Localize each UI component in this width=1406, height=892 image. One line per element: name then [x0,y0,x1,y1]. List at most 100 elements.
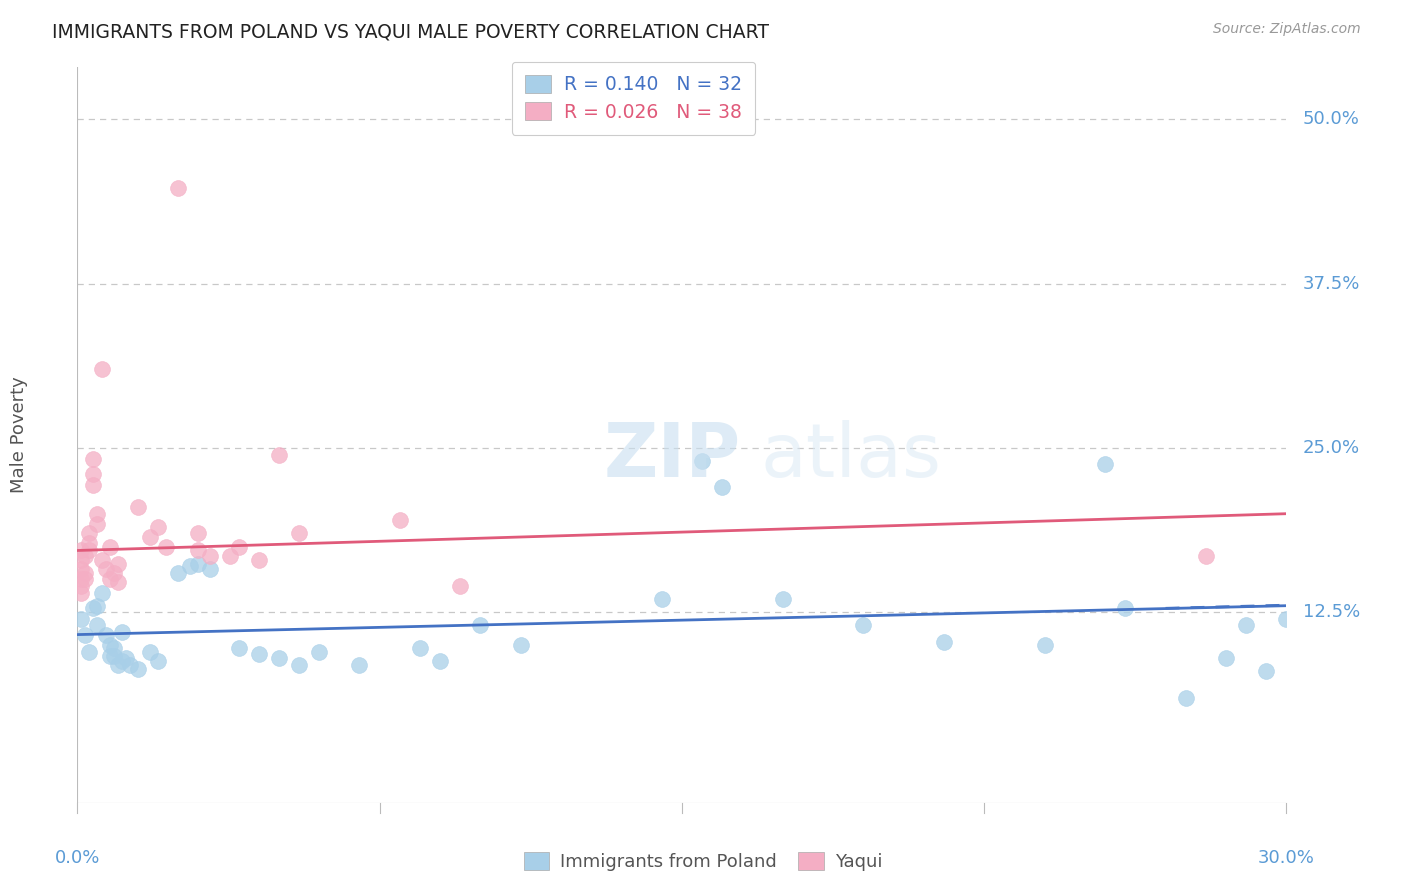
Point [79,645,101,659]
Point [711,480,734,494]
Point [388,513,411,527]
Point [70,552,93,566]
Text: 37.5%: 37.5% [1302,275,1360,293]
Point [429,654,451,668]
Point [127,500,149,515]
Point [90,362,112,376]
Point [111,624,134,639]
Text: 30.0%: 30.0% [1258,849,1315,867]
Point [107,575,129,590]
Point [70,612,93,626]
Point [86,618,108,632]
Point [82,451,104,466]
Point [470,618,492,632]
Point [98,573,121,587]
Point [1033,638,1056,652]
Point [247,648,270,662]
Point [155,540,177,554]
Point [107,557,129,571]
Point [1114,601,1136,615]
Point [1275,612,1298,626]
Text: atlas: atlas [761,420,942,493]
Legend: Immigrants from Poland, Yaqui: Immigrants from Poland, Yaqui [517,846,889,879]
Point [772,592,794,607]
Point [146,520,169,534]
Point [86,517,108,532]
Point [288,526,311,541]
Point [98,648,121,663]
Point [167,566,190,580]
Point [86,507,108,521]
Text: ZIP: ZIP [603,420,741,493]
Text: 12.5%: 12.5% [1302,603,1360,621]
Point [409,640,432,655]
Point [82,601,104,615]
Point [75,627,97,641]
Point [70,573,93,587]
Point [146,654,169,668]
Point [139,645,162,659]
Point [1234,618,1257,632]
Point [219,549,242,563]
Point [79,526,101,541]
Point [200,549,222,563]
Point [127,662,149,676]
Point [114,651,136,665]
Point [103,566,125,580]
Point [75,566,97,580]
Point [690,454,713,468]
Point [1094,457,1116,471]
Point [103,648,125,663]
Point [167,181,190,195]
Point [187,557,209,571]
Point [267,448,290,462]
Point [75,549,97,563]
Point [70,579,93,593]
Point [349,657,371,672]
Point [139,530,162,544]
Text: 0.0%: 0.0% [55,849,100,867]
Point [1256,665,1278,679]
Point [111,654,134,668]
Point [308,645,330,659]
Point [1195,549,1218,563]
Point [1174,690,1197,705]
Point [98,638,121,652]
Point [1215,651,1237,665]
Point [288,657,311,672]
Legend: R = 0.140   N = 32, R = 0.026   N = 38: R = 0.140 N = 32, R = 0.026 N = 38 [512,62,755,135]
Point [932,635,955,649]
Point [70,543,93,558]
Point [75,573,97,587]
Point [187,543,209,558]
Point [82,467,104,482]
Point [98,540,121,554]
Point [179,559,201,574]
Point [86,599,108,613]
Point [651,592,673,607]
Point [267,651,290,665]
Point [103,640,125,655]
Text: 25.0%: 25.0% [1302,439,1360,457]
Point [82,477,104,491]
Point [228,540,250,554]
Point [107,657,129,672]
Point [90,585,112,599]
Point [90,552,112,566]
Point [247,552,270,566]
Point [94,562,117,576]
Point [70,562,93,576]
Point [228,640,250,655]
Point [449,579,471,593]
Point [187,526,209,541]
Text: 50.0%: 50.0% [1302,111,1360,128]
Point [70,585,93,599]
Point [79,535,101,549]
Point [118,657,141,672]
Point [509,638,531,652]
Point [200,562,222,576]
Text: IMMIGRANTS FROM POLAND VS YAQUI MALE POVERTY CORRELATION CHART: IMMIGRANTS FROM POLAND VS YAQUI MALE POV… [52,22,769,41]
Point [852,618,875,632]
Point [79,543,101,558]
Point [94,627,117,641]
